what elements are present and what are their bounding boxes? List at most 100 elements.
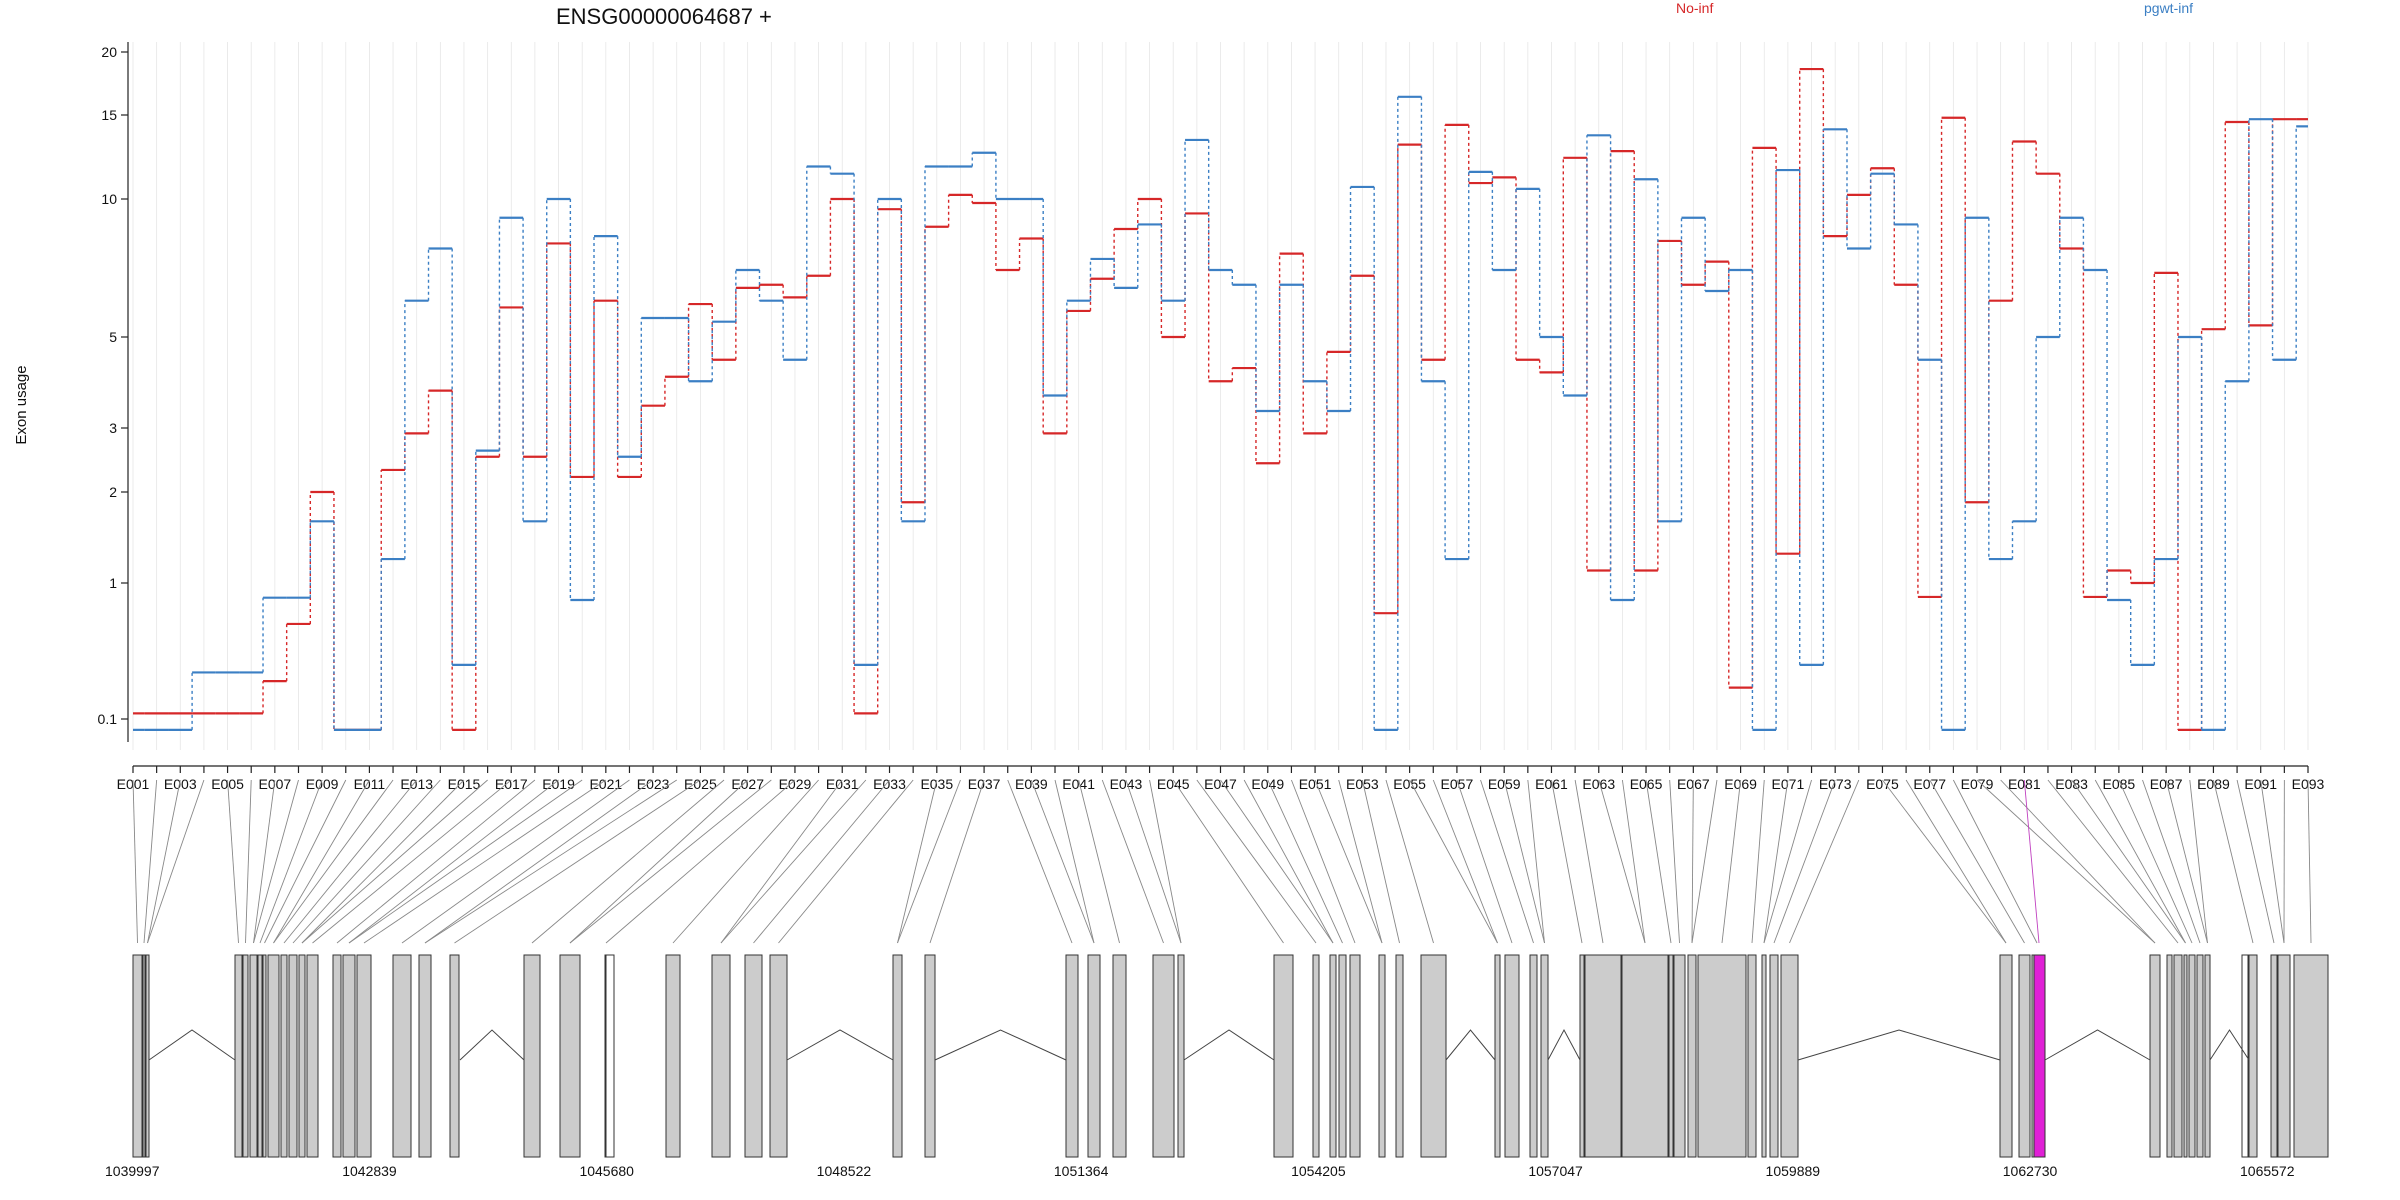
- connector-E009: [259, 779, 323, 944]
- exon-box-31: [1112, 954, 1127, 1158]
- exon-connectors: [132, 779, 2312, 944]
- exon-box-52: [1697, 954, 1747, 1158]
- connector-E093: [2307, 779, 2312, 944]
- connector-E022: [401, 779, 630, 944]
- y-axis-label: Exon usage: [13, 365, 30, 444]
- exon-box-69: [2277, 954, 2291, 1158]
- y-tick-label-5: 5: [109, 329, 117, 345]
- exon-box-47: [1584, 954, 1622, 1158]
- y-tick-label-10: 10: [101, 191, 117, 207]
- exon-box-30: [1087, 954, 1101, 1158]
- x-tick-label-E077: E077: [1913, 776, 1946, 792]
- intron-1: [148, 1029, 236, 1061]
- y-tick-label-1: 1: [109, 575, 117, 591]
- connector-E013: [283, 779, 418, 944]
- exon-box-48: [1621, 954, 1669, 1158]
- connector-E017: [312, 779, 512, 944]
- intron-9: [2044, 1029, 2151, 1061]
- exon-box-21: [559, 954, 581, 1158]
- exon-box-65: [2196, 954, 2204, 1158]
- exon-box-60: [2149, 954, 2161, 1158]
- exon-box-58: [2018, 954, 2031, 1158]
- exon-box-39: [1378, 954, 1386, 1158]
- connector-E078: [1952, 779, 2038, 944]
- x-tick-label-E043: E043: [1110, 776, 1143, 792]
- connector-E050: [1291, 779, 1356, 944]
- gridlines: [132, 42, 2309, 750]
- x-tick-label-E079: E079: [1961, 776, 1994, 792]
- connector-E044: [1149, 779, 1182, 944]
- exon-box-36: [1329, 954, 1337, 1158]
- connector-E064: [1621, 779, 1646, 944]
- connector-E035: [897, 779, 938, 944]
- exon-box-28: [924, 954, 936, 1158]
- exon-box-11: [288, 954, 298, 1158]
- x-tick-label-E017: E017: [495, 776, 528, 792]
- exon-box-8: [262, 954, 267, 1158]
- exon-box-44: [1529, 954, 1538, 1158]
- connector-E090: [2236, 779, 2275, 944]
- exon-box-51: [1687, 954, 1697, 1158]
- exon-box-4: [234, 954, 243, 1158]
- exon-box-9: [267, 954, 280, 1158]
- connector-E080: [2000, 779, 2156, 944]
- exon-box-42: [1494, 954, 1501, 1158]
- connector-E016: [301, 779, 488, 944]
- exon-box-34: [1273, 954, 1294, 1158]
- connector-E048: [1243, 779, 1334, 944]
- chart-title: ENSG00000064687 +: [556, 4, 772, 29]
- exon-box-41: [1420, 954, 1447, 1158]
- x-tick-label-E087: E087: [2150, 776, 2183, 792]
- series-pgwt-inf: [133, 95, 2308, 731]
- x-tick-label-E039: E039: [1015, 776, 1048, 792]
- connector-E089: [2212, 779, 2254, 944]
- connector-E060: [1527, 779, 1545, 944]
- exon-box-57: [1999, 954, 2013, 1158]
- connector-E066: [1669, 779, 1680, 944]
- intron-10: [2209, 1029, 2250, 1061]
- x-tick-label-E059: E059: [1488, 776, 1521, 792]
- y-tick-label-20: 20: [101, 44, 117, 60]
- exon-box-61: [2166, 954, 2173, 1158]
- connector-E083: [2071, 779, 2186, 944]
- connector-E010: [264, 779, 347, 944]
- x-tick-label-E041: E041: [1062, 776, 1095, 792]
- exon-box-20: [523, 954, 541, 1158]
- connector-E081: [2023, 779, 2040, 944]
- connector-E045: [1172, 779, 1284, 944]
- connector-E085: [2118, 779, 2193, 944]
- exon-box-highlighted: [2033, 954, 2046, 1158]
- connector-E071: [1763, 779, 1789, 944]
- connector-E001: [132, 779, 138, 944]
- connector-E063: [1598, 779, 1646, 944]
- connector-E043: [1125, 779, 1182, 944]
- connector-E084: [2094, 779, 2186, 944]
- connector-E008: [253, 779, 299, 944]
- connector-E003: [147, 779, 181, 944]
- coordinate-label-1059889: 1059889: [1766, 1163, 1821, 1179]
- x-tick-label-E003: E003: [164, 776, 197, 792]
- intron-2: [459, 1029, 525, 1061]
- exon-box-37: [1338, 954, 1347, 1158]
- connector-E029: [605, 779, 796, 944]
- x-tick-label-E025: E025: [684, 776, 717, 792]
- exon-box-27: [892, 954, 903, 1158]
- intron-5: [1183, 1029, 1275, 1061]
- exon-box-12: [298, 954, 306, 1158]
- legend-no-inf: No-inf: [1676, 0, 1713, 16]
- exon-box-63: [2183, 954, 2188, 1158]
- connector-E053: [1361, 779, 1400, 944]
- exon-box-62: [2173, 954, 2183, 1158]
- coordinate-label-1054205: 1054205: [1291, 1163, 1346, 1179]
- connector-E012: [273, 779, 394, 944]
- x-tick-label-E053: E053: [1346, 776, 1379, 792]
- connector-E015: [301, 779, 465, 944]
- connector-E039: [1030, 779, 1095, 944]
- exon-box-15: [342, 954, 356, 1158]
- connector-E055: [1409, 779, 1498, 944]
- connector-E030: [672, 779, 819, 944]
- exon-box-43: [1504, 954, 1520, 1158]
- exon-box-1: [132, 954, 143, 1158]
- x-tick-label-E055: E055: [1393, 776, 1426, 792]
- x-tick-label-E049: E049: [1251, 776, 1284, 792]
